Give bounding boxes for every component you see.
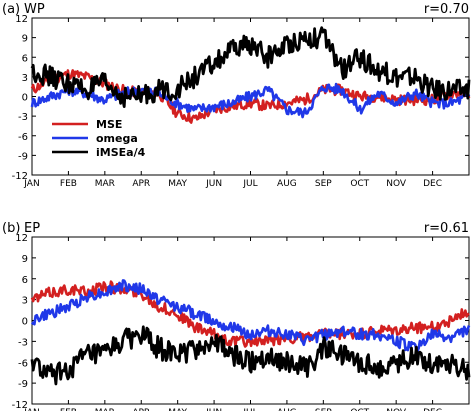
panel-region: WP (24, 2, 45, 17)
x-tick-label: SEP (315, 408, 332, 411)
panel-label: (b) (2, 221, 20, 236)
legend-label: iMSEa/4 (96, 146, 146, 159)
y-tick-label: 0 (22, 93, 28, 104)
y-tick-label: -12 (12, 171, 28, 182)
y-tick-label: -9 (18, 151, 28, 162)
series-line (30, 26, 471, 108)
x-tick-label: JUN (205, 179, 222, 189)
x-tick-label: NOV (386, 408, 407, 411)
y-tick-label: 9 (22, 254, 28, 265)
x-tick-label: JUL (242, 408, 257, 411)
y-tick-label: 6 (22, 275, 28, 286)
x-tick-label: JAN (23, 408, 39, 411)
y-tick-label: 12 (15, 233, 28, 244)
x-tick-label: JUN (205, 408, 222, 411)
series-line (30, 280, 470, 348)
y-tick-label: 0 (22, 317, 28, 328)
x-tick-label: JUL (242, 179, 257, 189)
y-tick-label: -3 (18, 337, 28, 348)
x-tick-label: NOV (386, 179, 407, 189)
panel-region: EP (24, 221, 40, 236)
x-tick-label: MAR (95, 408, 115, 411)
x-tick-label: APR (132, 179, 150, 189)
series-line (30, 279, 471, 353)
x-tick-label: JAN (23, 179, 39, 189)
x-tick-label: DEC (423, 179, 442, 189)
x-tick-label: FEB (60, 179, 77, 189)
y-tick-label: 3 (22, 73, 28, 84)
x-tick-label: MAY (168, 179, 187, 189)
x-tick-label: OCT (350, 408, 369, 411)
y-tick-label: -3 (18, 112, 28, 123)
y-tick-label: -6 (18, 358, 28, 369)
x-tick-label: MAR (95, 179, 115, 189)
y-tick-label: -9 (18, 379, 28, 390)
series-line (30, 82, 471, 119)
x-tick-label: FEB (60, 408, 77, 411)
y-tick-label: -6 (18, 132, 28, 143)
correlation-label: r=0.70 (424, 2, 469, 17)
panel-label: (a) (2, 2, 20, 17)
x-tick-label: AUG (277, 179, 297, 189)
y-tick-label: 12 (15, 14, 28, 25)
plot-frame (31, 236, 470, 405)
x-tick-label: DEC (423, 408, 442, 411)
x-tick-label: AUG (277, 408, 297, 411)
legend-label: omega (96, 132, 138, 145)
correlation-label: r=0.61 (424, 221, 469, 236)
y-tick-label: 6 (22, 53, 28, 64)
y-tick-label: -12 (12, 400, 28, 411)
x-tick-label: APR (132, 408, 150, 411)
y-tick-label: 3 (22, 296, 28, 307)
series-line (30, 325, 471, 386)
x-tick-label: SEP (315, 179, 332, 189)
x-tick-label: OCT (350, 179, 369, 189)
legend-label: MSE (96, 118, 122, 131)
x-tick-label: MAY (168, 408, 187, 411)
y-tick-label: 9 (22, 34, 28, 45)
